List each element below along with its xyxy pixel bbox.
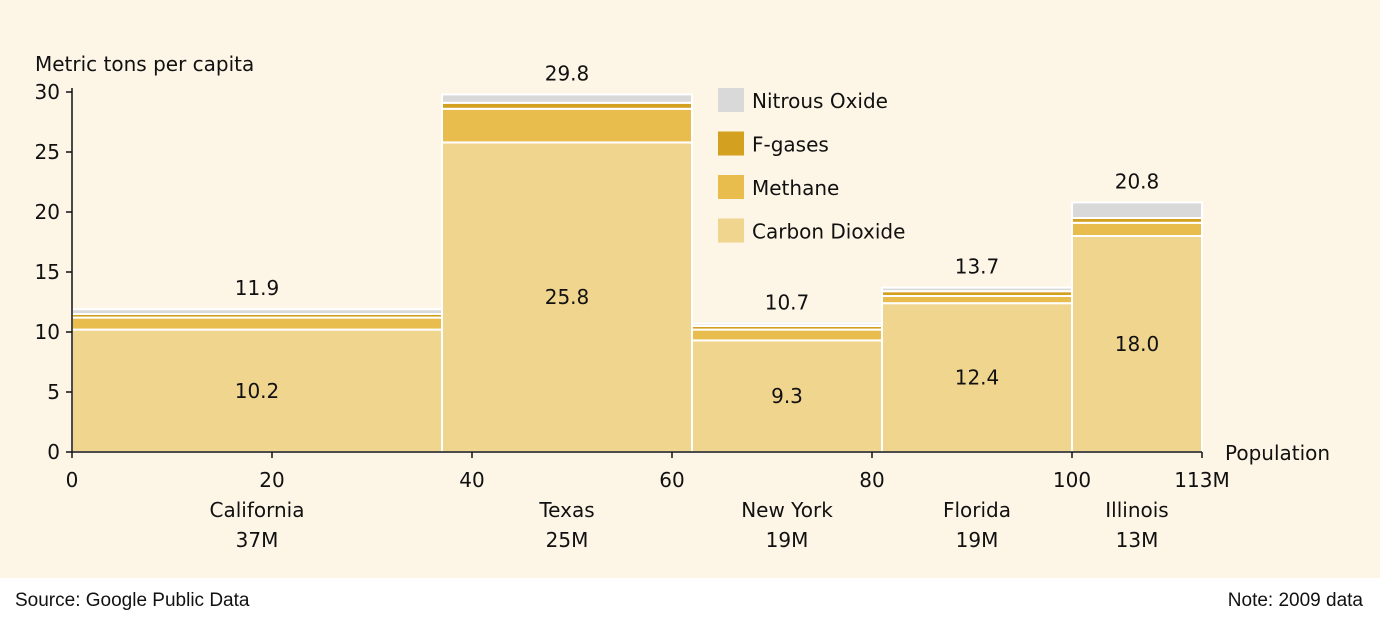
category-label-new-york: New York [741,498,833,522]
category-label-illinois: Illinois [1105,498,1168,522]
x-axis-title: Population [1225,441,1330,465]
legend-swatch-carbon-dioxide [718,218,744,243]
co2-label-texas: 25.8 [545,285,590,309]
co2-label-california: 10.2 [235,379,280,403]
total-label-illinois: 20.8 [1115,169,1160,193]
category-label-california: California [210,498,305,522]
total-label-texas: 29.8 [545,61,590,85]
x-tick-label-40: 40 [459,468,484,492]
bar-texas-nitrous-oxide [441,93,693,104]
co2-label-new-york: 9.3 [771,384,803,408]
mekko-chart: 10.2 11.9 California 37M 25.8 29.8 Texas 25M 9.3… [35,52,1331,552]
bar-new-york-carbon-dioxide [691,339,883,453]
x-tick-label-80: 80 [859,468,884,492]
x-tick-label-20: 20 [259,468,284,492]
bar-california-nitrous-oxide [71,308,443,316]
y-tick-label-20: 20 [35,200,60,224]
x-tick-label-60: 60 [659,468,684,492]
bar-new-york-methane [691,328,883,342]
population-label-illinois: 13M [1116,528,1159,552]
bar-florida-methane [881,295,1073,305]
y-axis-title: Metric tons per capita [35,52,254,76]
total-label-california: 11.9 [235,276,280,300]
data-note: Note: 2009 data [1227,590,1363,611]
legend-label-f-gases: F-gases [752,133,829,157]
y-tick-label-15: 15 [35,260,60,284]
x-tick-label-113m: 113M [1174,468,1229,492]
total-label-florida: 13.7 [955,255,1000,279]
source-note: Source: Google Public Data [15,590,250,611]
y-tick-label-30: 30 [35,80,60,104]
population-label-new-york: 19M [766,528,809,552]
bar-new-york-nitrous-oxide [691,322,883,328]
legend-label-carbon-dioxide: Carbon Dioxide [752,220,905,244]
category-label-texas: Texas [538,498,594,522]
bar-florida-nitrous-oxide [881,286,1073,293]
legend-swatch-f-gases [718,131,744,156]
total-label-new-york: 10.7 [765,291,810,315]
bar-illinois-nitrous-oxide [1071,201,1203,219]
bar-texas-methane [441,107,693,144]
legend-swatch-nitrous-oxide [718,88,744,112]
legend-label-nitrous-oxide: Nitrous Oxide [752,89,888,113]
chart-panel: 10.2 11.9 California 37M 25.8 29.8 Texas 25M 9.3… [0,0,1380,578]
bar-california-carbon-dioxide [71,328,443,454]
bar-illinois-methane [1071,221,1203,238]
y-tick-label-0: 0 [47,440,60,464]
population-label-california: 37M [236,528,279,552]
legend-label-methane: Methane [752,176,839,200]
bar-california-methane [71,316,443,331]
y-tick-label-10: 10 [35,320,60,344]
co2-label-illinois: 18.0 [1115,332,1160,356]
co2-label-florida: 12.4 [955,366,1000,390]
category-label-florida: Florida [943,498,1011,522]
x-tick-label-100: 100 [1053,468,1091,492]
population-label-florida: 19M [956,528,999,552]
bar-illinois-carbon-dioxide [1071,235,1203,453]
legend-swatch-methane [718,175,744,199]
x-tick-label-0: 0 [66,468,79,492]
population-label-texas: 25M [546,528,589,552]
y-tick-label-5: 5 [47,380,60,404]
y-tick-label-25: 25 [35,140,60,164]
